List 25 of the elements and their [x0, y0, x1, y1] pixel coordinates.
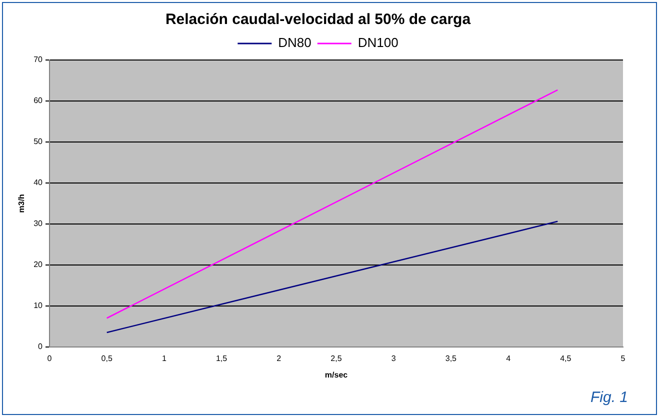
y-tick-label: 50	[34, 137, 44, 146]
x-tick-label: 4	[506, 354, 512, 363]
y-tick-label: 60	[34, 96, 44, 106]
y-tick-label: 70	[34, 55, 44, 64]
x-axis-title: m/sec	[324, 370, 348, 380]
y-axis-title: m3/h	[17, 194, 26, 213]
y-tick-label: 40	[34, 178, 44, 188]
legend-label: DN80	[278, 35, 312, 50]
x-tick-label: 5	[620, 354, 626, 363]
x-tick-label: 0	[47, 354, 52, 363]
caption: Fig. 1	[590, 389, 628, 406]
x-tick-label: 2	[276, 354, 282, 363]
x-tick-label: 3	[391, 354, 396, 363]
x-tick-label: 1	[162, 354, 167, 363]
y-tick-label: 10	[34, 301, 44, 310]
x-tick-label: 1,5	[216, 354, 228, 363]
x-tick-label: 3,5	[445, 354, 458, 363]
y-tick-label: 0	[38, 342, 44, 352]
y-tick-label: 20	[34, 260, 44, 270]
legend-label: DN100	[358, 35, 398, 50]
x-tick-label: 2,5	[330, 354, 342, 363]
chart-title: Relación caudal-velocidad al 50% de carga	[165, 11, 472, 28]
x-tick-label: 0,5	[101, 354, 113, 363]
y-tick-label: 30	[34, 219, 44, 228]
x-tick-label: 4,5	[560, 354, 572, 363]
